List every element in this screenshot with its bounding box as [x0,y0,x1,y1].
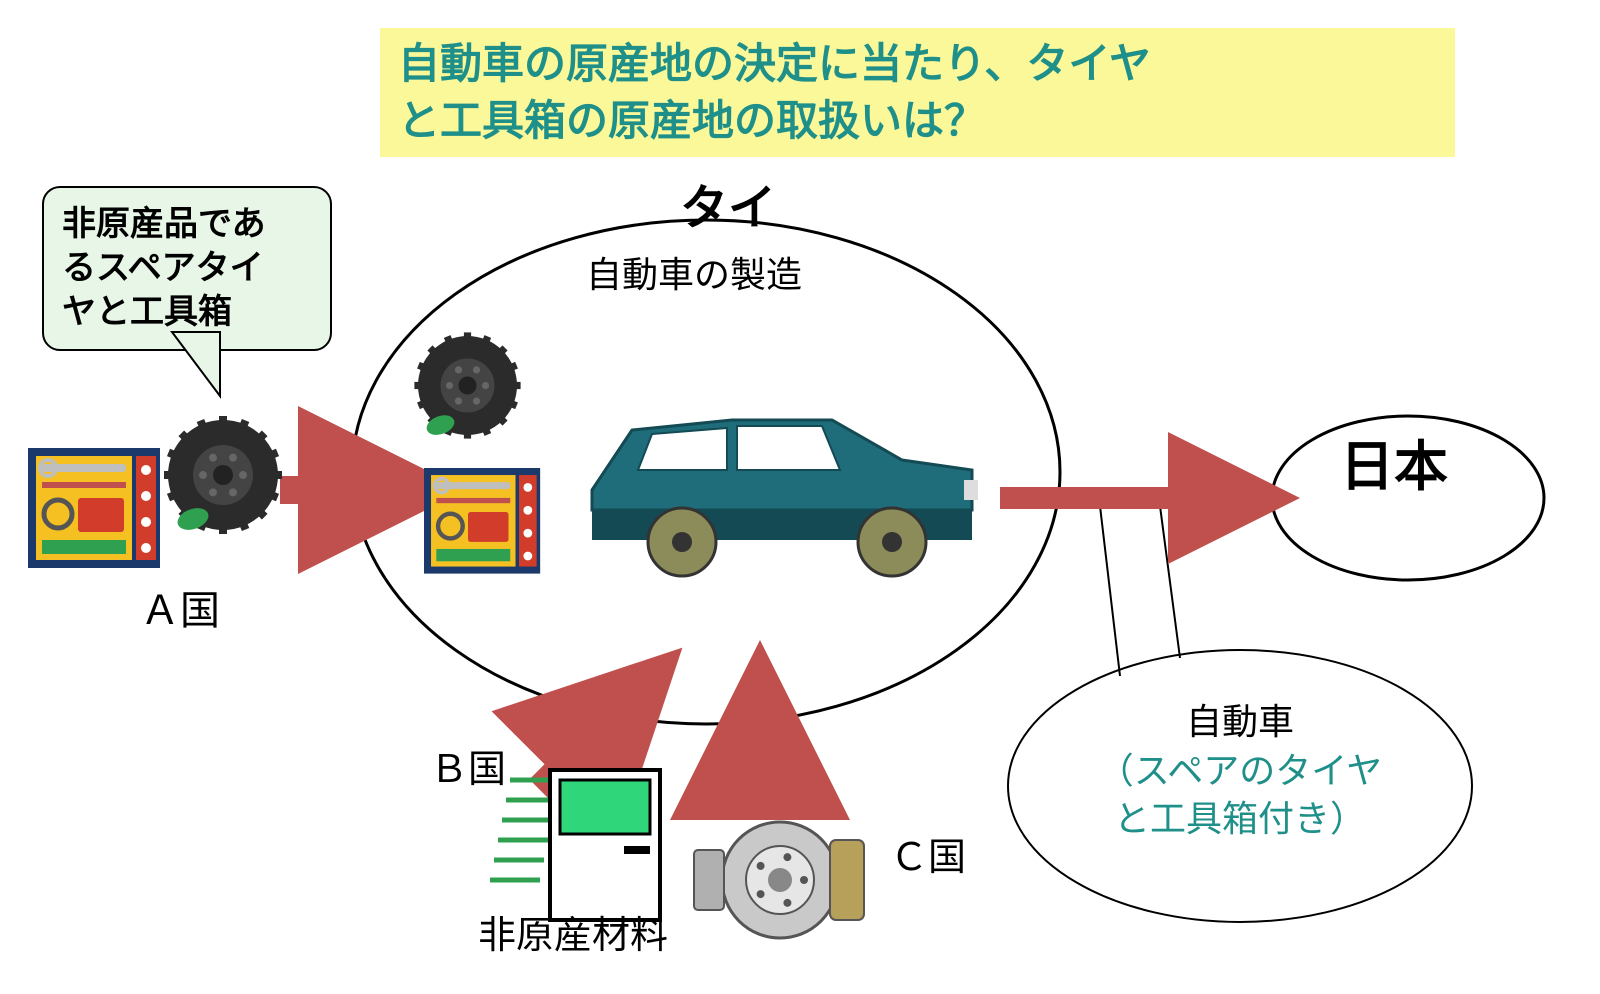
label-c-country: Ｃ国 [890,826,966,881]
label-non-origin-materials: 非原産材料 [478,904,668,959]
label-b-country: Ｂ国 [430,738,506,793]
label-thailand-sub: 自動車の製造 [586,246,802,298]
export-bubble-text: 自動車 （スペアのタイヤ と工具箱付き） [1028,698,1452,844]
export-bubble-line2: （スペアのタイヤ [1028,747,1452,796]
export-bubble-line3: と工具箱付き） [1028,795,1452,844]
label-thailand-title: タイ [680,168,776,238]
label-japan: 日本 [1340,422,1448,501]
label-a-country: Ａ国 [140,578,220,636]
export-bubble-line1: 自動車 [1028,698,1452,747]
